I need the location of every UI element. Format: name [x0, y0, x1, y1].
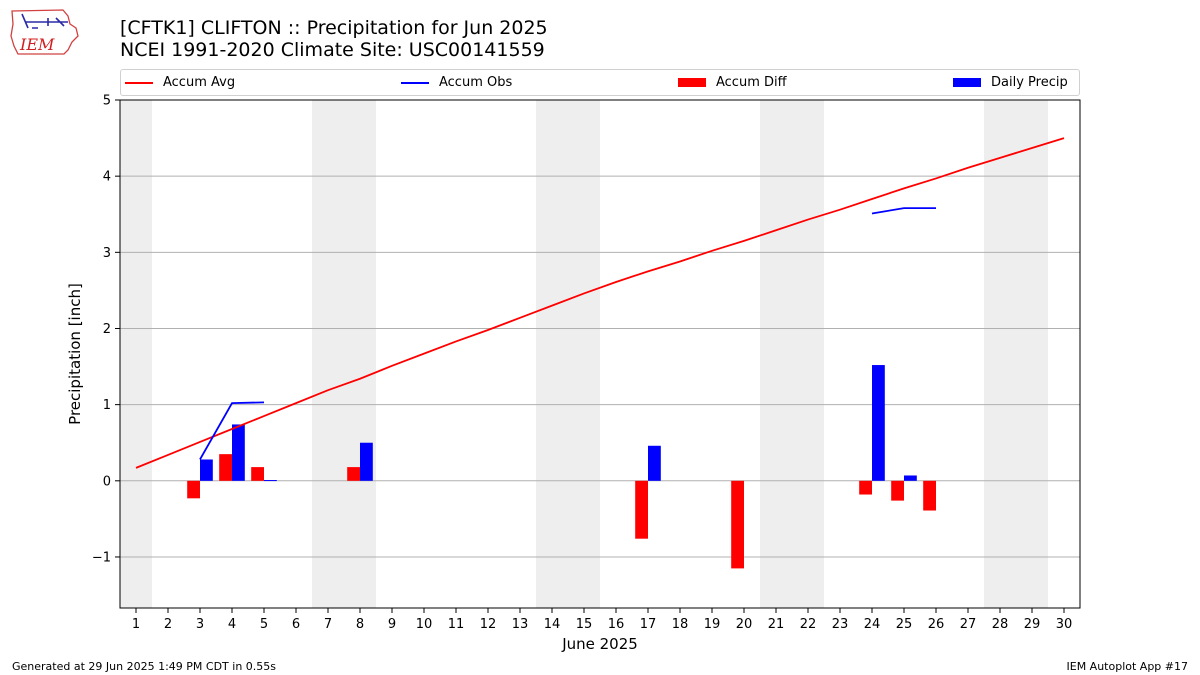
weekend-band — [120, 100, 152, 608]
daily-precip-bar — [360, 442, 373, 481]
x-tick-label: 11 — [448, 617, 465, 632]
x-tick-label: 7 — [324, 617, 332, 632]
chart-title: [CFTK1] CLIFTON :: Precipitation for Jun… — [120, 17, 548, 39]
legend-item-accum-diff: Accum Diff — [678, 70, 787, 95]
accum-diff-bar — [891, 480, 904, 501]
x-tick-label: 2 — [164, 617, 172, 632]
x-tick-label: 25 — [896, 617, 913, 632]
legend-item-daily-precip: Daily Precip — [953, 70, 1068, 95]
x-tick-label: 20 — [736, 617, 753, 632]
legend-label-daily-precip: Daily Precip — [991, 75, 1068, 90]
daily-precip-bar — [904, 475, 917, 481]
x-tick-label: 28 — [992, 617, 1009, 632]
accum-obs-line — [871, 207, 936, 215]
daily-precip-bar — [872, 365, 885, 481]
legend-label-accum-avg: Accum Avg — [163, 75, 236, 90]
y-tick-label: 4 — [103, 170, 111, 185]
y-axis-label: Precipitation [inch] — [66, 283, 84, 425]
y-tick-label: 1 — [103, 398, 111, 413]
plot-frame — [119, 99, 1081, 609]
x-tick-label: 24 — [864, 617, 881, 632]
iowa-outline-icon — [10, 9, 79, 55]
x-tick-label: 18 — [672, 617, 689, 632]
x-tick-label: 4 — [228, 617, 236, 632]
weekend-band — [344, 100, 376, 608]
accum-diff-bar — [251, 467, 264, 481]
x-axis-label: June 2025 — [561, 635, 638, 653]
accum-diff-bar — [731, 480, 744, 569]
footer-generated: Generated at 29 Jun 2025 1:49 PM CDT in … — [12, 660, 277, 673]
accum-diff-bar — [635, 480, 648, 539]
x-tick-label: 19 — [704, 617, 721, 632]
accum-avg-line — [135, 137, 1065, 469]
y-tick-label: 5 — [103, 94, 111, 109]
x-tick-label: 14 — [544, 617, 561, 632]
footer-app: IEM Autoplot App #17 — [1066, 660, 1189, 673]
accum-diff-bar — [187, 480, 200, 499]
legend-swatch-accum-avg — [125, 81, 153, 84]
weekend-band — [984, 100, 1016, 608]
x-tick-label: 26 — [928, 617, 945, 632]
x-tick-label: 17 — [640, 617, 657, 632]
legend-swatch-daily-precip — [953, 78, 981, 87]
weekend-band — [568, 100, 600, 608]
x-tick-label: 15 — [576, 617, 593, 632]
weekend-band — [312, 100, 344, 608]
y-tick-label: 2 — [103, 322, 111, 337]
daily-precip-bar — [200, 459, 213, 481]
legend-swatch-accum-obs — [401, 81, 429, 84]
x-tick-label: 13 — [512, 617, 529, 632]
legend-item-accum-avg: Accum Avg — [125, 70, 235, 95]
chart-subtitle: NCEI 1991-2020 Climate Site: USC00141559 — [120, 39, 545, 61]
x-tick-label: 30 — [1056, 617, 1073, 632]
daily-precip-bar — [264, 480, 277, 482]
x-tick-label: 1 — [132, 617, 140, 632]
weekend-band — [760, 100, 792, 608]
x-tick-label: 23 — [832, 617, 849, 632]
legend-item-accum-obs: Accum Obs — [401, 70, 512, 95]
legend-swatch-accum-diff — [678, 78, 706, 87]
legend-label-accum-obs: Accum Obs — [439, 75, 513, 90]
logo-text: IEM — [19, 35, 55, 54]
x-tick-label: 6 — [292, 617, 300, 632]
x-tick-label: 21 — [768, 617, 785, 632]
legend-label-accum-diff: Accum Diff — [716, 75, 787, 90]
weekend-band — [536, 100, 568, 608]
x-tick-label: 27 — [960, 617, 977, 632]
y-tick-label: −1 — [92, 550, 111, 565]
x-tick-label: 9 — [388, 617, 396, 632]
x-tick-label: 8 — [356, 617, 364, 632]
accum-diff-bar — [219, 454, 232, 481]
x-tick-label: 10 — [416, 617, 433, 632]
x-tick-label: 3 — [196, 617, 204, 632]
y-tick-label: 3 — [103, 246, 111, 261]
x-tick-label: 22 — [800, 617, 817, 632]
accum-obs-line — [199, 401, 265, 460]
daily-precip-bar — [648, 445, 661, 481]
x-tick-label: 16 — [608, 617, 625, 632]
accum-diff-bar — [347, 467, 360, 481]
weekend-band — [1016, 100, 1048, 608]
x-tick-label: 29 — [1024, 617, 1041, 632]
daily-precip-bar — [232, 424, 245, 481]
weekend-band — [792, 100, 824, 608]
weather-vane-icon — [21, 13, 68, 29]
x-tick-label: 12 — [480, 617, 497, 632]
iem-logo: IEM — [10, 9, 79, 55]
accum-diff-bar — [859, 480, 872, 495]
x-tick-label: 5 — [260, 617, 268, 632]
y-tick-label: 0 — [103, 474, 111, 489]
accum-diff-bar — [923, 480, 936, 511]
legend: Accum Avg Accum Obs Accum Diff Daily Pre… — [120, 69, 1080, 96]
